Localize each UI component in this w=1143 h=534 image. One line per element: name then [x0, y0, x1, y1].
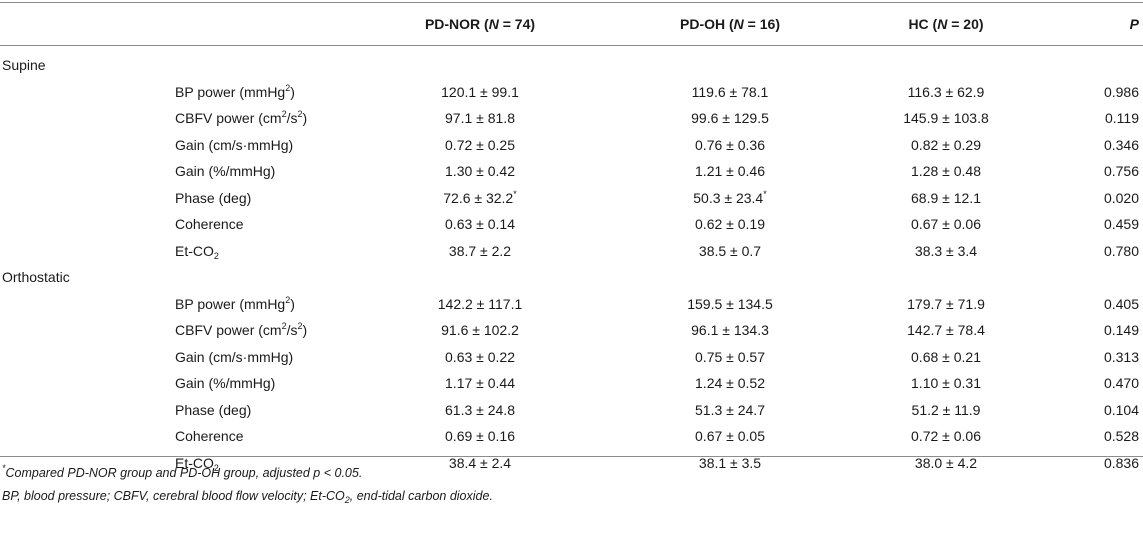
- section-row: Orthostatic: [0, 264, 1143, 291]
- p-value: 0.780: [1103, 242, 1139, 259]
- pd-oh-value: 0.62 ± 0.19: [695, 216, 765, 232]
- hc-value: 0.68 ± 0.21: [911, 348, 981, 365]
- measure-label: BP power (mmHg2): [175, 82, 295, 100]
- table-bottom-rule: [0, 456, 1143, 457]
- pd-oh-value: 0.76 ± 0.36: [695, 136, 765, 153]
- hc-value: 38.3 ± 3.4: [914, 242, 978, 259]
- pd-nor-value: 72.6 ± 32.2*: [443, 188, 517, 206]
- pd-oh-value: 96.1 ± 134.3: [691, 322, 769, 338]
- table-row: BP power (mmHg2) 142.2 ± 117.1 159.5 ± 134…: [0, 291, 1143, 318]
- pd-nor-value: 0.63 ± 0.14: [445, 216, 515, 232]
- measure-label: Gain (%/mmHg): [175, 163, 276, 179]
- measure-label: CBFV power (cm2/s2): [175, 109, 308, 127]
- hc-value: 116.3 ± 62.9: [907, 83, 985, 100]
- hc-value: 68.9 ± 12.1: [911, 189, 981, 206]
- pd-oh-value: 0.67 ± 0.05: [695, 428, 765, 444]
- pd-nor-value: 0.63 ± 0.22: [445, 348, 515, 365]
- p-value: 0.104: [1103, 401, 1139, 418]
- pd-oh-value: 119.6 ± 78.1: [691, 83, 769, 100]
- measure-label: BP power (mmHg2): [175, 294, 295, 312]
- pd-nor-value: 120.1 ± 99.1: [441, 83, 519, 100]
- table-header-row: PD-NOR (N = 74) PD-OH (N = 16) HC (N = 2…: [0, 3, 1143, 45]
- hc-value: 0.72 ± 0.06: [911, 428, 981, 444]
- hc-value: 51.2 ± 11.9: [911, 401, 981, 418]
- table-row: Et-CO2 38.4 ± 2.4 38.1 ± 3.5 38.0 ± 4.2 0.83…: [0, 450, 1143, 477]
- measure-label: Gain (cm/s·mmHg): [175, 136, 294, 153]
- footnote-significance: *Compared PD-NOR group and PD-OH group, …: [2, 463, 363, 481]
- table-top-rule: [0, 2, 1143, 3]
- table-row: Coherence 0.69 ± 0.16 0.67 ± 0.05 0.72 ± 0.…: [0, 423, 1143, 450]
- hc-value: 0.67 ± 0.06: [911, 216, 981, 232]
- pd-oh-value: 0.75 ± 0.57: [695, 348, 765, 365]
- pd-oh-value: 51.3 ± 24.7: [695, 401, 765, 418]
- p-value: 0.149: [1103, 322, 1139, 338]
- measure-label: Coherence: [175, 428, 244, 444]
- table-row: Phase (deg) 72.6 ± 32.2* 50.3 ± 23.4* 68.9 …: [0, 185, 1143, 212]
- table-row: Coherence 0.63 ± 0.14 0.62 ± 0.19 0.67 ± 0.…: [0, 211, 1143, 238]
- pd-nor-value: 0.72 ± 0.25: [445, 136, 515, 153]
- pd-nor-value: 61.3 ± 24.8: [445, 401, 515, 418]
- header-hc: HC (N = 20): [908, 16, 984, 32]
- measure-label: Et-CO2: [175, 454, 219, 473]
- pd-nor-value: 97.1 ± 81.8: [445, 110, 515, 126]
- hc-value: 1.28 ± 0.48: [911, 163, 981, 179]
- hc-value: 145.9 ± 103.8: [903, 110, 989, 126]
- pd-nor-value: 38.7 ± 2.2: [448, 242, 512, 259]
- pd-oh-value: 50.3 ± 23.4*: [693, 188, 767, 206]
- p-value: 0.756: [1103, 163, 1139, 179]
- p-value: 0.470: [1103, 375, 1139, 391]
- pd-oh-value: 1.21 ± 0.46: [695, 163, 765, 179]
- pd-nor-value: 1.30 ± 0.42: [445, 163, 515, 179]
- pd-oh-value: 38.5 ± 0.7: [698, 242, 762, 259]
- table-row: Et-CO2 38.7 ± 2.2 38.5 ± 0.7 38.3 ± 3.4 0.78…: [0, 238, 1143, 265]
- table-header-rule: [0, 45, 1143, 46]
- header-pd-oh: PD-OH (N = 16): [680, 16, 780, 32]
- measure-label: Phase (deg): [175, 189, 252, 206]
- p-value: 0.020: [1103, 189, 1139, 206]
- pd-nor-value: 1.17 ± 0.44: [445, 375, 515, 391]
- measure-label: Gain (cm/s·mmHg): [175, 348, 294, 365]
- section-label: Orthostatic: [2, 269, 70, 285]
- header-p: P: [1129, 16, 1139, 32]
- p-value: 0.528: [1103, 428, 1139, 444]
- hc-value: 142.7 ± 78.4: [907, 322, 985, 338]
- pd-nor-value: 0.69 ± 0.16: [445, 428, 515, 444]
- table-row: Gain (%/mmHg) 1.30 ± 0.42 1.21 ± 0.46 1.28 …: [0, 158, 1143, 185]
- p-value: 0.836: [1103, 454, 1139, 471]
- measure-label: Phase (deg): [175, 401, 252, 418]
- header-pd-nor: PD-NOR (N = 74): [424, 16, 536, 32]
- table-row: Phase (deg) 61.3 ± 24.8 51.3 ± 24.7 51.2 ± …: [0, 397, 1143, 424]
- pd-nor-value: 142.2 ± 117.1: [437, 295, 523, 312]
- table-row: Gain (cm/s·mmHg) 0.63 ± 0.22 0.75 ± 0.57 0.…: [0, 344, 1143, 371]
- pd-oh-value: 99.6 ± 129.5: [691, 110, 769, 126]
- table-row: Gain (%/mmHg) 1.17 ± 0.44 1.24 ± 0.52 1.10 …: [0, 370, 1143, 397]
- table-row: BP power (mmHg2) 120.1 ± 99.1 119.6 ± 78.1…: [0, 79, 1143, 106]
- pd-oh-value: 1.24 ± 0.52: [695, 375, 765, 391]
- hc-value: 38.0 ± 4.2: [914, 454, 978, 471]
- footnote-abbreviations: BP, blood pressure; CBFV, cerebral blood…: [2, 489, 493, 505]
- measure-label: CBFV power (cm2/s2): [175, 321, 308, 339]
- measure-label: Coherence: [175, 216, 244, 232]
- pd-nor-value: 91.6 ± 102.2: [441, 322, 519, 338]
- measure-label: Et-CO2: [175, 242, 219, 261]
- section-label: Supine: [2, 57, 46, 73]
- table-row: CBFV power (cm2/s2) 97.1 ± 81.8 99.6 ± 129…: [0, 105, 1143, 132]
- p-value: 0.119: [1105, 110, 1139, 126]
- pd-oh-value: 38.1 ± 3.5: [698, 454, 762, 471]
- p-value: 0.313: [1103, 348, 1139, 365]
- measure-label: Gain (%/mmHg): [175, 375, 276, 391]
- p-value: 0.346: [1103, 136, 1139, 153]
- p-value: 0.459: [1103, 216, 1139, 232]
- pd-nor-value: 38.4 ± 2.4: [448, 454, 512, 471]
- hc-value: 1.10 ± 0.31: [911, 375, 981, 391]
- table-row: Gain (cm/s·mmHg) 0.72 ± 0.25 0.76 ± 0.36 0.…: [0, 132, 1143, 159]
- pd-oh-value: 159.5 ± 134.5: [687, 295, 773, 312]
- section-row: Supine: [0, 52, 1143, 79]
- hc-value: 179.7 ± 71.9: [907, 295, 985, 312]
- hc-value: 0.82 ± 0.29: [911, 136, 981, 153]
- p-value: 0.986: [1103, 83, 1139, 100]
- table-row: CBFV power (cm2/s2) 91.6 ± 102.2 96.1 ± 13…: [0, 317, 1143, 344]
- p-value: 0.405: [1103, 295, 1139, 312]
